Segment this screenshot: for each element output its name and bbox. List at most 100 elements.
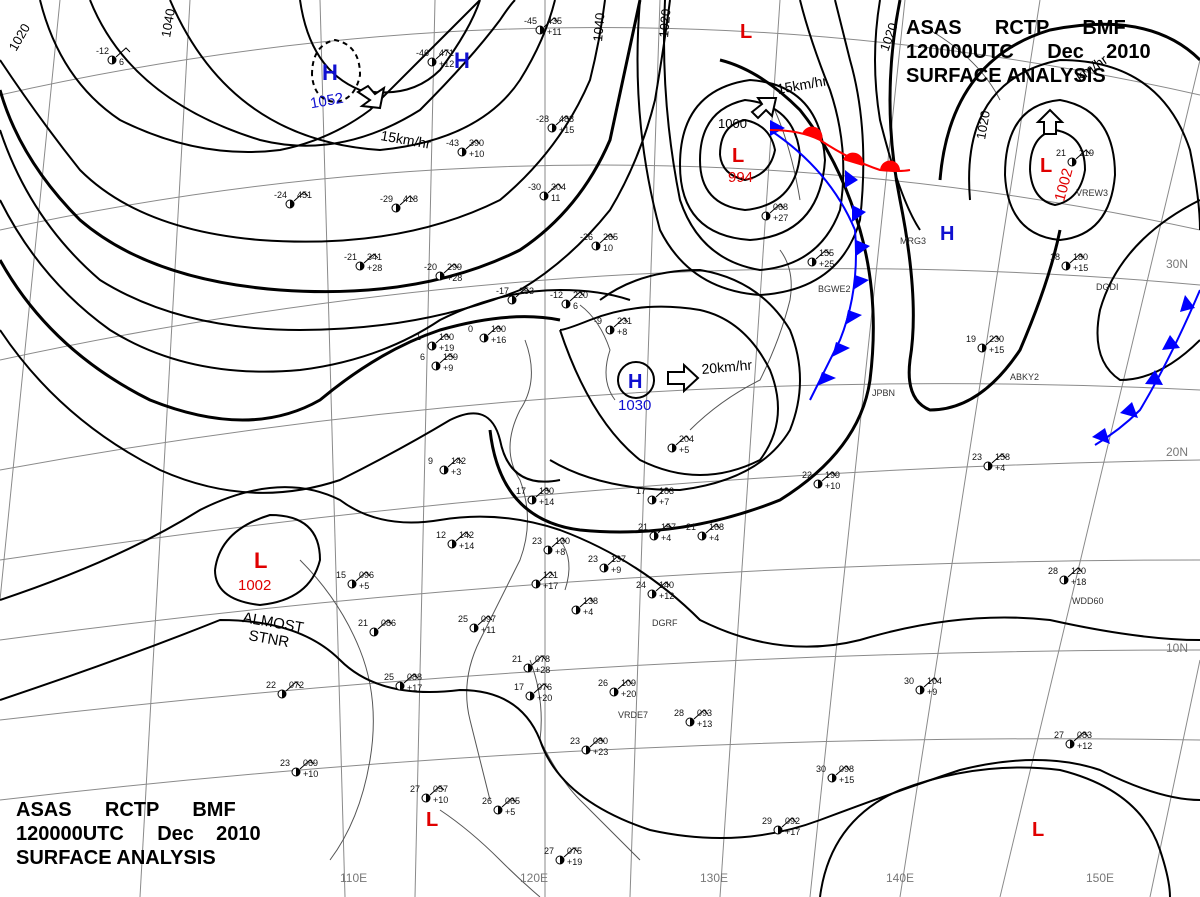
isobar: [0, 0, 606, 243]
station-pressure: 159: [443, 352, 458, 362]
station-plot: 12 142+14: [436, 530, 474, 551]
station-plot: 29 092+17: [762, 816, 800, 837]
wind-barb-icon: [455, 531, 471, 542]
wind-barb-icon: [705, 523, 721, 534]
station-plot: 19 230+15: [966, 334, 1004, 355]
wind-barb-icon: [377, 619, 393, 630]
meridian-130e: [719, 0, 781, 897]
station-pressure-tendency: +15: [989, 345, 1004, 355]
wind-barb-icon: [355, 571, 371, 582]
coast-indochina: [299, 559, 374, 861]
cloud-cover-icon: [832, 774, 836, 782]
wind-barb-icon: [675, 435, 691, 446]
station-plot: 24 140+12: [636, 580, 674, 601]
motion-arrow-icon: [750, 97, 778, 120]
isobar-label: 1020: [973, 109, 993, 140]
station-temperature: 23: [532, 536, 542, 546]
title-row-3: SURFACE ANALYSIS: [906, 64, 1151, 88]
isobar: [0, 0, 642, 294]
low-center-value: 1002: [1051, 167, 1076, 204]
cloud-cover-icon: [766, 212, 770, 220]
station-plot: 28 093+13: [674, 708, 712, 729]
cloud-cover-icon: [532, 496, 536, 504]
station-pressure-tendency: +18: [1071, 577, 1086, 587]
call-sign: DGDI: [1096, 282, 1119, 292]
cloud-cover-icon: [544, 192, 548, 200]
high-center-marker: H: [940, 223, 954, 245]
wind-barb-icon: [547, 183, 563, 194]
wind-barb-icon: [657, 523, 673, 534]
lat-label: 10N: [1166, 641, 1188, 655]
motion-arrows: [356, 84, 1065, 394]
station-plot: 28 120+18: [1048, 566, 1086, 587]
station-plot: 21 086: [358, 618, 396, 637]
station-plot: 17 076+20: [514, 682, 552, 703]
cloud-cover-icon: [778, 826, 782, 834]
cloud-cover-icon: [576, 606, 580, 614]
station-plot: -46 471+12: [416, 48, 454, 69]
lat-label: 20N: [1166, 445, 1188, 459]
ship-call-signs: VREW3 DGDI ABKY2 JPBN WDD60 DGRF VRDE7 B…: [618, 188, 1119, 720]
meridian-125e: [629, 0, 661, 897]
meridian-100e: [0, 0, 61, 601]
station-temperature: 21: [638, 522, 648, 532]
station-pressure: 155: [819, 248, 834, 258]
station-plot: 0 160+16: [468, 324, 506, 345]
cloud-cover-icon: [1066, 262, 1070, 270]
station-pressure: 488: [559, 114, 574, 124]
isobar: [819, 766, 1171, 897]
cloud-cover-icon: [282, 690, 286, 698]
station-pressure-tendency: +4: [661, 533, 671, 543]
wind-barb-icon: [655, 487, 671, 498]
cloud-cover-icon: [512, 296, 516, 304]
station-pressure-tendency: +8: [555, 547, 565, 557]
valid-time: 120000UTC: [16, 823, 124, 845]
station-temperature: 30: [816, 764, 826, 774]
station-pressure-tendency: +28: [535, 665, 550, 675]
station-temperature: -12: [550, 290, 563, 300]
isobar: [874, 0, 921, 231]
station-temperature: 1: [416, 332, 421, 342]
title-row-2: 120000UTC Dec 2010: [16, 822, 261, 846]
station-plot: 6 159+9: [420, 352, 458, 373]
wind-barb-icon: [487, 325, 503, 336]
station-temperature: 27: [410, 784, 420, 794]
cloud-cover-icon: [548, 546, 552, 554]
cloud-cover-icon: [604, 564, 608, 572]
cold-front-barb: [1145, 370, 1163, 385]
station-plot: 27 083+12: [1054, 730, 1092, 751]
cold-front-line-east: [1094, 289, 1200, 446]
station-pressure-tendency: +11: [547, 27, 562, 37]
station-pressure-tendency: +19: [439, 343, 454, 353]
low-center-marker: L: [732, 145, 744, 167]
station-temperature: 23: [570, 736, 580, 746]
wind-barb-icon: [1073, 731, 1089, 742]
station-pressure-tendency: +5: [359, 581, 369, 591]
cold-front: [769, 120, 1200, 446]
valid-time: 120000UTC: [906, 41, 1014, 63]
station-pressure: 092: [785, 816, 800, 826]
station-pressure-tendency: +25: [819, 259, 834, 269]
station-plot: 21 078+28: [512, 654, 550, 675]
coast-borneo: [439, 809, 541, 897]
call-sign: BGWE2: [818, 284, 851, 294]
product-name: SURFACE ANALYSIS: [16, 847, 216, 869]
motion-arrow-icon: [356, 84, 386, 110]
cloud-cover-icon: [528, 664, 532, 672]
station-temperature: -29: [380, 194, 393, 204]
wind-barb-icon: [531, 655, 547, 666]
station-temperature: 26: [598, 678, 608, 688]
station-temperature: -30: [528, 182, 541, 192]
cloud-cover-icon: [484, 334, 488, 342]
station-plot: 18 180+15: [1050, 252, 1088, 273]
cloud-cover-icon: [982, 344, 986, 352]
call-sign: VREW3: [1076, 188, 1108, 198]
station-pressure: 072: [289, 680, 304, 690]
cloud-cover-icon: [296, 768, 300, 776]
station-temperature: 6: [420, 352, 425, 362]
station-pressure-tendency: +5: [679, 445, 689, 455]
wind-barb-icon: [435, 333, 451, 344]
station-temperature: 23: [588, 554, 598, 564]
title-block-bottom-left: ASAS RCTP BMF 120000UTC Dec 2010 SURFACE…: [16, 798, 261, 870]
